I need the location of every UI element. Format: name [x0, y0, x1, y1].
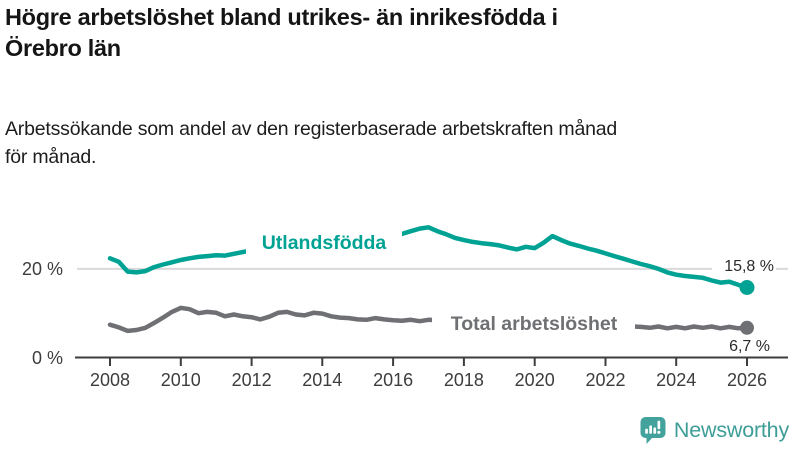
- x-tick-label: 2008: [90, 370, 130, 390]
- series-line-utlandsfodda: [107, 225, 750, 290]
- series-line-total-arbetsloshet: [107, 305, 750, 334]
- bar-small: [645, 428, 648, 434]
- bar-tall: [649, 425, 652, 434]
- brand-name: Newsworthy: [673, 418, 789, 442]
- x-tick-label: 2020: [515, 370, 555, 390]
- x-axis-labels: 2008 2010 2012 2014 2016 2018 2020 2022 2024 2026: [90, 370, 767, 390]
- speech-bubble: [640, 417, 666, 444]
- exclamation-dot: [657, 430, 661, 434]
- series-label-utlandsfodda: Utlandsfödda: [262, 232, 387, 254]
- newsworthy-bubble-chart-icon: [640, 417, 666, 444]
- x-tick-label: 2026: [727, 370, 767, 390]
- x-tick-label: 2012: [232, 370, 272, 390]
- title-line-2: Örebro län: [5, 35, 121, 61]
- end-value-total-arbetsloshet: 6,7 %: [729, 338, 770, 355]
- x-axis-ticks: [109, 357, 748, 366]
- x-tick-label: 2018: [444, 370, 484, 390]
- end-value-utlandsfodda: 15,8 %: [724, 258, 774, 275]
- exclamation-stem: [657, 420, 661, 430]
- x-tick-label: 2022: [585, 370, 625, 390]
- end-dot-utlandsfodda: [739, 280, 755, 295]
- newsworthy-logo: Newsworthy: [639, 416, 789, 445]
- subtitle-line-2: för månad.: [5, 145, 97, 168]
- label-mask: [246, 227, 402, 254]
- y-axis-label-20: 20 %: [22, 259, 63, 279]
- x-tick-label: 2014: [302, 370, 342, 390]
- subtitle-line-1: Arbetssökande som andel av den registerb…: [5, 118, 618, 140]
- end-dot-total-arbetsloshet: [740, 320, 754, 335]
- bar-medium: [653, 427, 657, 434]
- x-tick-label: 2010: [161, 370, 201, 390]
- series-label-total-arbetsloshet: Total arbetslöshet: [451, 313, 618, 335]
- x-tick-label: 2024: [656, 370, 696, 390]
- title-line-1: Högre arbetslöshet bland utrikes- än inr…: [5, 4, 558, 30]
- y-axis-label-0: 0 %: [32, 348, 63, 368]
- label-mask: [712, 252, 776, 276]
- x-tick-label: 2016: [373, 370, 413, 390]
- label-mask: [432, 308, 635, 335]
- chart-subtitle: Arbetssökande som andel av den registerb…: [5, 116, 797, 171]
- page-title: Högre arbetslöshet bland utrikes- än inr…: [5, 2, 797, 64]
